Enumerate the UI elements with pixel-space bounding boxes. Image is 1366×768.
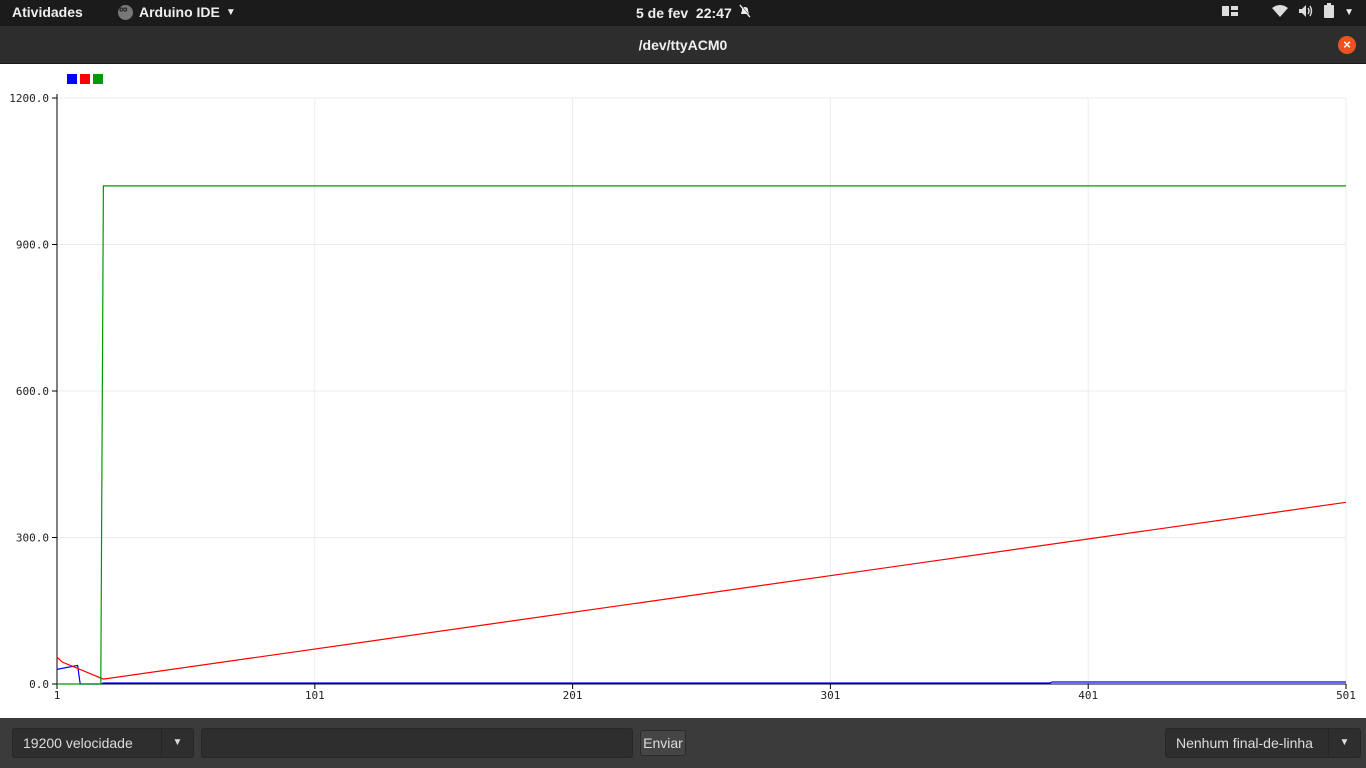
x-tick-label: 1 — [54, 689, 61, 702]
x-tick-label: 201 — [563, 689, 583, 702]
legend-swatch-3 — [93, 74, 103, 84]
x-tick-label: 301 — [820, 689, 840, 702]
wifi-icon[interactable] — [1272, 4, 1289, 21]
window-switcher-icon[interactable] — [1222, 4, 1239, 20]
y-tick-label: 0.0 — [29, 678, 49, 691]
chevron-down-icon[interactable]: ▼ — [161, 729, 193, 757]
legend-swatch-2 — [80, 74, 90, 84]
baud-rate-select[interactable]: 19200 velocidade ▼ — [12, 728, 194, 758]
plot-chart: 1 101 201 301 401 501 0.0 300.0 600.0 900.0 1200.0 — [9, 74, 1356, 702]
series-line-2 — [56, 501, 1347, 680]
system-top-bar: Atividades Arduino IDE ▼ 5 de fev 22:47 … — [0, 0, 1366, 26]
y-tick-label: 1200.0 — [9, 92, 49, 105]
window-title: /dev/ttyACM0 — [638, 37, 728, 53]
bottom-toolbar: 19200 velocidade ▼ Enviar Nenhum final-d… — [0, 718, 1366, 768]
activities-button[interactable]: Atividades — [12, 4, 83, 20]
y-tick-label: 900.0 — [16, 239, 49, 252]
notifications-muted-icon — [738, 4, 752, 21]
battery-icon[interactable] — [1324, 3, 1335, 21]
x-tick-label: 101 — [305, 689, 325, 702]
window-header: /dev/ttyACM0 × — [0, 26, 1366, 64]
app-menu[interactable]: Arduino IDE ▼ — [118, 2, 236, 20]
close-button[interactable]: × — [1338, 36, 1356, 54]
chevron-down-icon[interactable]: ▼ — [1328, 729, 1360, 757]
send-button[interactable]: Enviar — [640, 730, 686, 756]
x-tick-label: 401 — [1078, 689, 1098, 702]
x-tick-label: 501 — [1336, 689, 1356, 702]
send-input[interactable] — [201, 728, 633, 758]
baud-rate-value: 19200 velocidade — [23, 735, 133, 751]
y-tick-label: 600.0 — [16, 385, 49, 398]
arduino-app-icon — [118, 2, 133, 20]
serial-plotter: 1 101 201 301 401 501 0.0 300.0 600.0 900.0 1200.0 — [0, 64, 1366, 718]
series-line-1 — [56, 664, 1346, 685]
clock[interactable]: 5 de fev 22:47 — [636, 4, 752, 21]
series-line-3 — [57, 185, 1346, 685]
line-ending-select[interactable]: Nenhum final-de-linha ▼ — [1165, 728, 1361, 758]
volume-icon[interactable] — [1298, 4, 1314, 21]
caret-down-icon: ▼ — [225, 6, 236, 18]
clock-label: 5 de fev 22:47 — [636, 4, 732, 21]
y-tick-label: 300.0 — [16, 532, 49, 545]
system-menu-icon[interactable]: ▼ — [1344, 6, 1354, 18]
legend-swatch-1 — [67, 74, 77, 84]
line-ending-value: Nenhum final-de-linha — [1176, 735, 1313, 751]
app-menu-label: Arduino IDE — [139, 4, 220, 20]
